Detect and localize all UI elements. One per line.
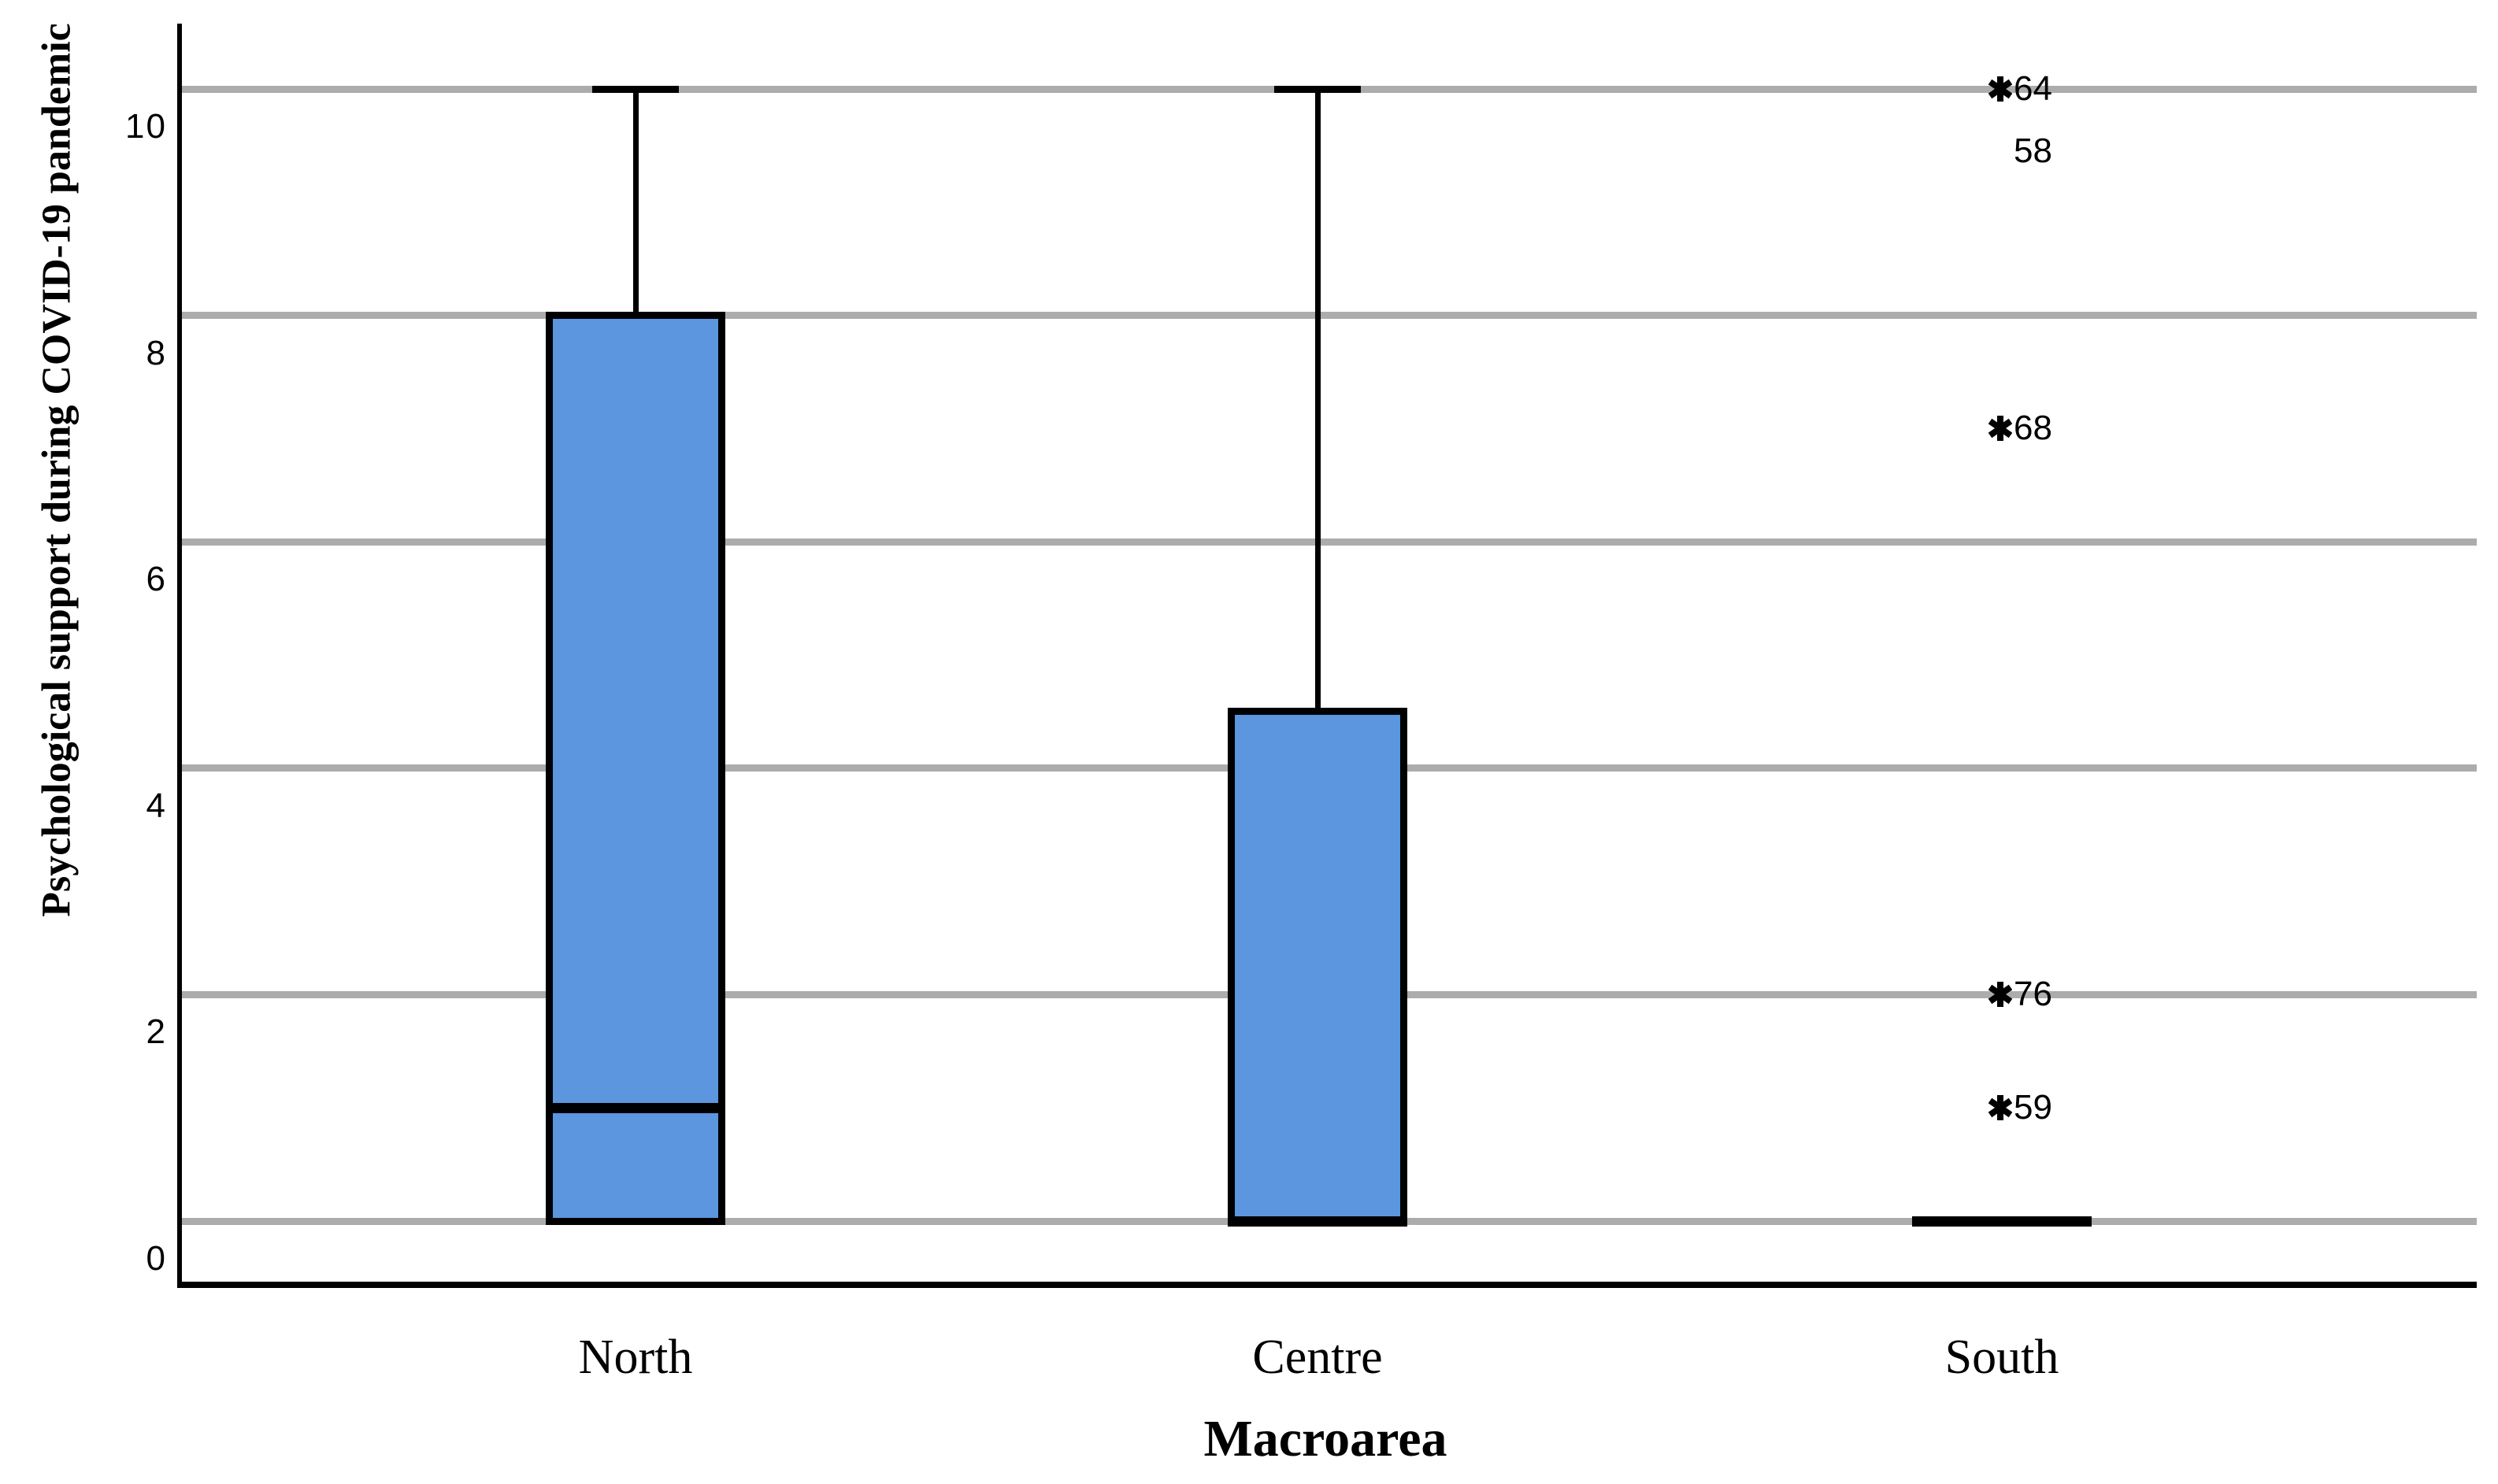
asterisk-icon (1988, 76, 2013, 102)
x-axis-title: Macroarea (1203, 1410, 1447, 1467)
whisker-cap-north (592, 85, 679, 93)
outlier-label-59: 59 (2014, 1088, 2052, 1127)
outlier-label-76: 76 (2014, 975, 2052, 1014)
median-north (546, 1102, 725, 1113)
category-label-centre: Centre (1252, 1330, 1383, 1384)
asterisk-icon (1988, 416, 2013, 442)
y-axis-line (177, 24, 182, 1288)
y-axis-title: Psychological support during COVID-19 pa… (34, 23, 80, 917)
y-axis-tick-label: 0 (146, 1239, 167, 1278)
y-axis-tick-label: 2 (146, 1012, 167, 1052)
outlier-label-68: 68 (2014, 409, 2052, 448)
outlier-marker-76 (1988, 981, 2013, 1008)
median-centre (1228, 1216, 1407, 1227)
outlier-marker-59 (1988, 1094, 2013, 1121)
y-gridline (182, 312, 2477, 320)
outlier-label-64: 64 (2014, 69, 2052, 108)
category-label-north: North (578, 1330, 693, 1384)
whisker-north (632, 89, 639, 316)
whisker-cap-centre (1274, 85, 1361, 93)
category-label-south: South (1944, 1330, 2059, 1384)
outlier-label-58: 58 (2014, 131, 2052, 171)
asterisk-icon (1988, 1095, 2013, 1121)
y-gridline (182, 538, 2477, 546)
y-axis-tick-label: 8 (146, 333, 167, 372)
x-axis-line (177, 1282, 2477, 1288)
box-north (546, 311, 725, 1225)
outlier-marker-64 (1988, 76, 2013, 102)
y-axis-tick-label: 4 (146, 786, 167, 825)
box-centre (1228, 707, 1407, 1225)
asterisk-icon (1988, 982, 2013, 1008)
outlier-marker-68 (1988, 415, 2013, 442)
y-axis-tick-label: 6 (146, 560, 167, 599)
y-axis-tick-label: 10 (125, 107, 167, 146)
whisker-centre (1314, 89, 1321, 712)
median-south (1912, 1216, 2092, 1227)
